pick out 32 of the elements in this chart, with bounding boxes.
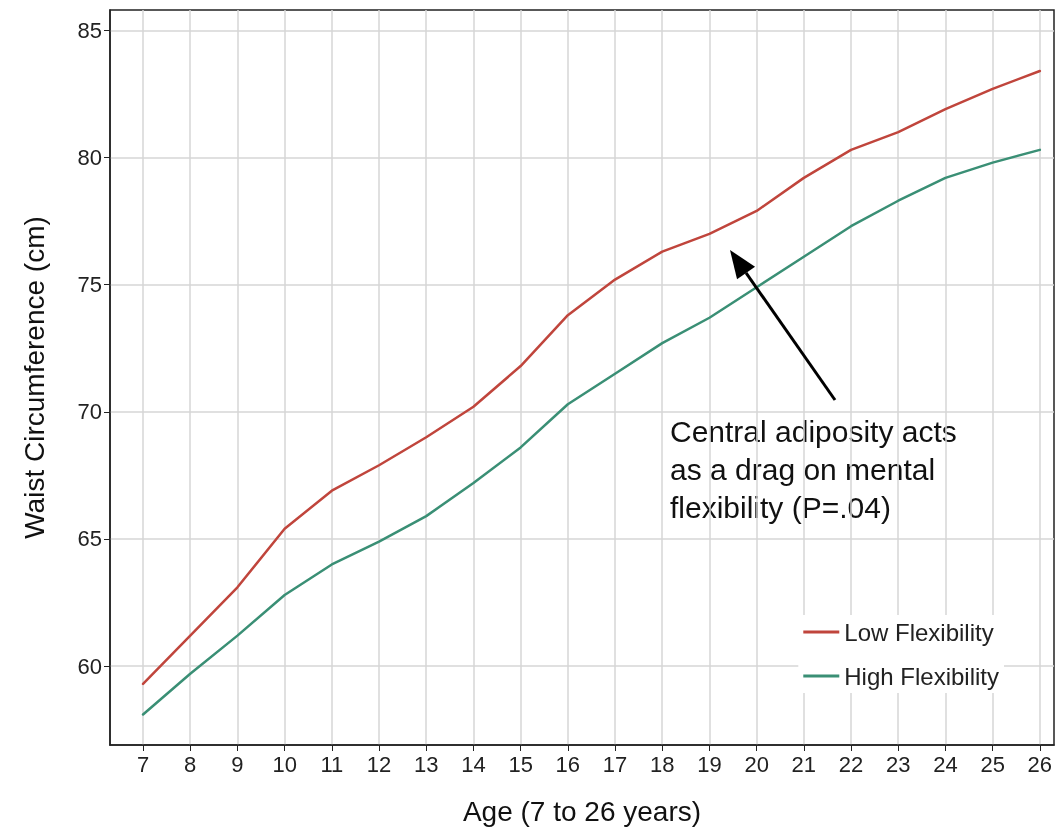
y-tick-label: 80 <box>77 145 102 171</box>
x-tick-label: 9 <box>231 751 244 777</box>
legend-label: High Flexibility <box>844 662 1000 690</box>
x-tick-label: 16 <box>555 751 581 777</box>
y-tick-label: 85 <box>77 17 102 43</box>
x-tick-label: 18 <box>650 751 675 777</box>
x-tick-label: 24 <box>933 751 958 777</box>
x-tick-label: 7 <box>136 751 150 777</box>
y-tick-label: 70 <box>77 399 102 425</box>
x-axis-title: Age (7 to 26 years) <box>462 795 702 827</box>
x-tick-label: 25 <box>980 751 1005 777</box>
x-tick-label: 26 <box>1027 751 1053 777</box>
x-tick-label: 8 <box>184 751 197 777</box>
line-series <box>141 148 1042 716</box>
x-tick-label: 22 <box>838 751 864 777</box>
x-tick-label: 12 <box>366 751 392 777</box>
x-tick-label: 11 <box>320 751 344 777</box>
x-tick-label: 23 <box>886 751 911 777</box>
x-tick-label: 17 <box>602 751 628 777</box>
x-tick-label: 19 <box>697 751 722 777</box>
annotation: Central adiposity acts as a drag on mental flexibility (P=.04) <box>670 414 957 524</box>
x-tick-label: 20 <box>744 751 769 777</box>
x-tick-label: 14 <box>461 751 486 777</box>
x-tick-label: 10 <box>272 751 297 777</box>
legend-label: Low Flexibility <box>844 618 994 646</box>
y-tick-label: 75 <box>77 272 102 298</box>
y-tick-label: 60 <box>77 653 102 679</box>
x-tick-label: 21 <box>791 751 817 777</box>
x-tick-label: 13 <box>414 751 439 777</box>
y-axis-title: Waist Circumference (cm) <box>18 216 50 539</box>
y-tick-label: 65 <box>77 526 102 552</box>
x-tick-label: 15 <box>508 751 533 777</box>
